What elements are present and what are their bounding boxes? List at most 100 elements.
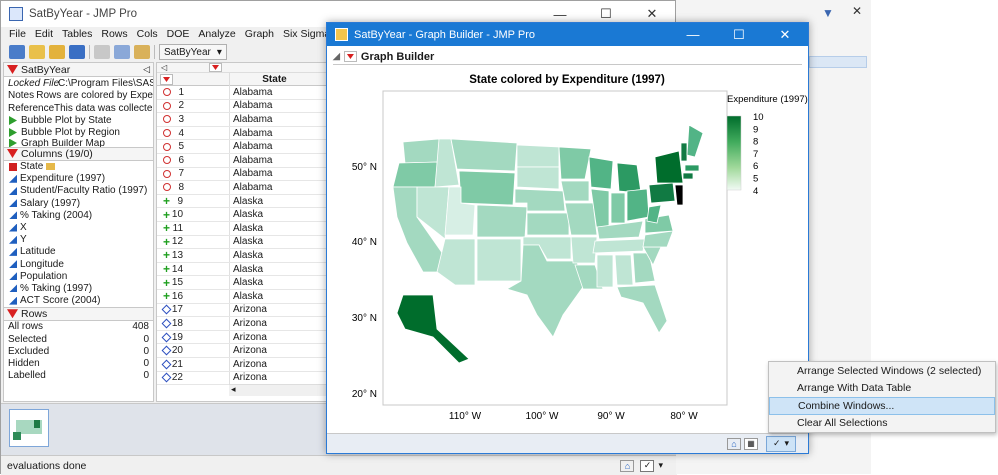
reference-row[interactable]: Reference This data was collecte bbox=[4, 102, 153, 115]
check-icon[interactable]: ✓ bbox=[640, 459, 655, 472]
open-folder-icon[interactable] bbox=[49, 45, 65, 59]
menu-graph[interactable]: Graph bbox=[244, 28, 274, 40]
state-cell[interactable]: Alaska bbox=[229, 194, 319, 208]
state-cell[interactable]: Alaska bbox=[229, 276, 319, 289]
state-tn[interactable] bbox=[592, 238, 646, 254]
map-chart[interactable]: State colored by Expenditure (1997) 50° … bbox=[327, 67, 808, 431]
state-cell[interactable]: Alabama bbox=[229, 140, 319, 153]
state-ny[interactable] bbox=[654, 150, 684, 184]
close-icon[interactable]: ✕ bbox=[852, 4, 863, 18]
column-item[interactable]: % Taking (1997) bbox=[4, 282, 153, 294]
state-cell[interactable]: Arizona bbox=[229, 303, 319, 317]
column-item[interactable]: Salary (1997) bbox=[4, 197, 153, 209]
menu-combine-windows[interactable]: Combine Windows... bbox=[769, 397, 995, 415]
state-fl[interactable] bbox=[616, 284, 668, 334]
copy-icon[interactable] bbox=[114, 45, 130, 59]
graph-builder-outline[interactable]: ◢ Graph Builder bbox=[327, 50, 808, 63]
red-triangle-icon[interactable] bbox=[7, 149, 18, 158]
state-sd[interactable] bbox=[516, 166, 560, 190]
state-ms[interactable] bbox=[596, 254, 614, 288]
state-nc[interactable] bbox=[642, 230, 674, 248]
minimize-button[interactable]: — bbox=[686, 27, 700, 42]
state-ia[interactable] bbox=[560, 180, 590, 202]
table-selector[interactable]: SatByYear ▾ bbox=[159, 44, 227, 60]
paste-icon[interactable] bbox=[134, 45, 150, 59]
menu-cols[interactable]: Cols bbox=[136, 28, 158, 40]
minimize-button[interactable]: — bbox=[553, 6, 567, 22]
state-vt[interactable] bbox=[680, 142, 688, 162]
state-ar[interactable] bbox=[570, 236, 598, 264]
menu-arrange-selected[interactable]: Arrange Selected Windows (2 selected) bbox=[797, 364, 982, 377]
state-tx[interactable] bbox=[505, 244, 584, 338]
window-options-button[interactable]: ✓ ▾ bbox=[766, 435, 796, 452]
menu-arrange-with-table[interactable]: Arrange With Data Table bbox=[797, 382, 912, 395]
state-me[interactable] bbox=[686, 124, 704, 158]
column-item[interactable]: Longitude bbox=[4, 258, 153, 270]
new-script-icon[interactable] bbox=[29, 45, 45, 59]
state-nj[interactable] bbox=[674, 184, 684, 206]
rows-summary-item[interactable]: Hidden 0 bbox=[4, 357, 153, 369]
state-mi[interactable] bbox=[616, 162, 642, 194]
save-icon[interactable] bbox=[69, 45, 85, 59]
run-script-icon[interactable] bbox=[9, 128, 17, 137]
state-wa[interactable] bbox=[402, 138, 440, 164]
state-co[interactable] bbox=[476, 204, 528, 238]
menu-tables[interactable]: Tables bbox=[62, 28, 93, 40]
grid-red-triangle[interactable] bbox=[209, 63, 222, 72]
rows-panel-header[interactable]: Rows bbox=[4, 306, 153, 321]
rows-summary-item[interactable]: Selected 0 bbox=[4, 333, 153, 345]
menu-edit[interactable]: Edit bbox=[34, 28, 54, 40]
collapse-icon[interactable]: ◁ bbox=[143, 64, 150, 74]
state-cell[interactable]: Alabama bbox=[229, 154, 319, 167]
state-mn[interactable] bbox=[558, 146, 592, 180]
window-list-icon[interactable]: ▦ bbox=[744, 437, 758, 450]
state-ut[interactable] bbox=[444, 186, 476, 236]
state-ct[interactable] bbox=[682, 172, 694, 180]
graph-thumbnail[interactable] bbox=[9, 409, 49, 447]
menu-rows[interactable]: Rows bbox=[101, 28, 128, 40]
state-nm[interactable] bbox=[476, 238, 522, 282]
state-cell[interactable]: Alaska bbox=[229, 262, 319, 276]
graph-red-triangle[interactable] bbox=[343, 51, 357, 62]
graph-title-bar[interactable]: SatByYear - Graph Builder - JMP Pro — ☐ … bbox=[327, 23, 808, 46]
script-graph-builder-map[interactable]: Graph Builder Map bbox=[4, 138, 153, 147]
rows-summary-item[interactable]: Labelled 0 bbox=[4, 370, 153, 382]
column-item[interactable]: Y bbox=[4, 234, 153, 246]
state-wv[interactable] bbox=[646, 204, 662, 224]
state-ga[interactable] bbox=[632, 252, 656, 284]
select-all-icon[interactable]: ◁ bbox=[161, 63, 168, 72]
menu-clear-selections[interactable]: Clear All Selections bbox=[797, 417, 888, 430]
column-item[interactable]: Population bbox=[4, 270, 153, 282]
column-item[interactable]: Student/Faculty Ratio (1997) bbox=[4, 185, 153, 197]
new-table-icon[interactable] bbox=[9, 45, 25, 59]
script-bubble-state[interactable]: Bubble Plot by State bbox=[4, 115, 153, 127]
run-script-icon[interactable] bbox=[9, 138, 17, 147]
state-cell[interactable]: Alabama bbox=[229, 86, 319, 99]
maximize-button[interactable]: ☐ bbox=[733, 26, 745, 42]
column-item[interactable]: X bbox=[4, 221, 153, 233]
maximize-button[interactable]: ☐ bbox=[600, 6, 612, 21]
state-in[interactable] bbox=[610, 192, 626, 224]
state-cell[interactable]: Alaska bbox=[229, 235, 319, 249]
column-item[interactable]: State bbox=[4, 161, 153, 173]
run-script-icon[interactable] bbox=[9, 116, 17, 125]
notes-row[interactable]: Notes Rows are colored by Expe bbox=[4, 90, 153, 103]
state-ma[interactable] bbox=[684, 164, 700, 172]
state-wy[interactable] bbox=[458, 170, 516, 206]
state-ks[interactable] bbox=[526, 212, 570, 236]
state-cell[interactable]: Alaska bbox=[229, 208, 319, 221]
state-cell[interactable]: Alaska bbox=[229, 249, 319, 262]
state-az[interactable] bbox=[436, 238, 476, 286]
home-icon[interactable]: ⌂ bbox=[620, 459, 635, 472]
state-cell[interactable]: Alaska bbox=[229, 290, 319, 303]
script-bubble-region[interactable]: Bubble Plot by Region bbox=[4, 127, 153, 139]
rows-summary-item[interactable]: Excluded 0 bbox=[4, 345, 153, 357]
home-icon[interactable]: ⌂ bbox=[727, 437, 741, 450]
state-cell[interactable]: Alaska bbox=[229, 222, 319, 235]
state-cell[interactable]: Alabama bbox=[229, 181, 319, 194]
us-state-map[interactable] bbox=[392, 124, 704, 364]
state-mt[interactable] bbox=[450, 138, 518, 172]
state-ky[interactable] bbox=[596, 220, 644, 240]
column-item[interactable]: ACT Score (2004) bbox=[4, 295, 153, 307]
state-al[interactable] bbox=[614, 254, 634, 286]
